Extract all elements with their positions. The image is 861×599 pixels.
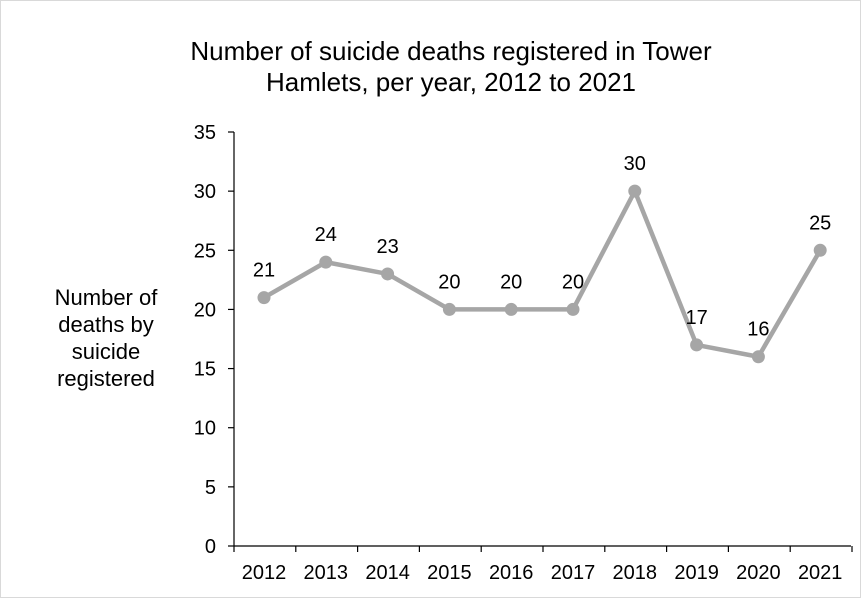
x-tick-label: 2014 (365, 562, 410, 584)
data-point (690, 338, 704, 352)
y-tick-label: 35 (194, 122, 216, 144)
y-axis-label-line-1: Number of (54, 285, 158, 310)
data-label: 30 (624, 153, 646, 175)
data-label: 17 (685, 307, 707, 329)
y-tick-label: 25 (194, 240, 216, 262)
data-label: 20 (562, 271, 584, 293)
chart-title-line-2: Hamlets, per year, 2012 to 2021 (265, 67, 636, 97)
x-tick-label: 2020 (736, 562, 781, 584)
x-tick-label: 2017 (551, 562, 596, 584)
x-tick-label: 2018 (613, 562, 658, 584)
data-label: 16 (747, 319, 769, 341)
y-axis-label-line-2: deaths by (58, 312, 154, 337)
data-point (381, 267, 395, 281)
y-tick-label: 15 (194, 359, 216, 381)
data-label: 25 (809, 212, 831, 234)
y-tick-label: 20 (194, 299, 216, 321)
y-tick-label: 30 (194, 181, 216, 203)
x-tick-label: 2016 (489, 562, 534, 584)
y-axis-label-line-4: registered (57, 366, 155, 391)
chart-title: Number of suicide deaths registered in T… (101, 36, 801, 98)
data-label: 21 (253, 260, 275, 282)
x-tick-label: 2021 (798, 562, 843, 584)
x-tick-label: 2012 (242, 562, 287, 584)
data-point (566, 302, 580, 316)
data-label: 20 (500, 271, 522, 293)
x-tick-label: 2015 (427, 562, 472, 584)
data-label: 24 (315, 224, 337, 246)
x-tick-label: 2019 (674, 562, 719, 584)
data-point (751, 350, 765, 364)
data-point (628, 184, 642, 198)
y-tick-label: 5 (205, 477, 216, 499)
data-label: 23 (376, 236, 398, 258)
data-point (813, 243, 827, 257)
chart-title-line-1: Number of suicide deaths registered in T… (190, 36, 712, 66)
data-point (504, 302, 518, 316)
y-tick-label: 0 (205, 536, 216, 558)
x-tick-label: 2013 (304, 562, 349, 584)
data-point (257, 291, 271, 305)
series-line (262, 188, 823, 359)
y-tick-label: 10 (194, 418, 216, 440)
y-axis-label: Number of deaths by suicide registered (21, 284, 191, 392)
y-axis-label-line-3: suicide (71, 339, 141, 364)
data-label: 20 (438, 271, 460, 293)
data-point (442, 302, 456, 316)
data-point (319, 255, 333, 269)
